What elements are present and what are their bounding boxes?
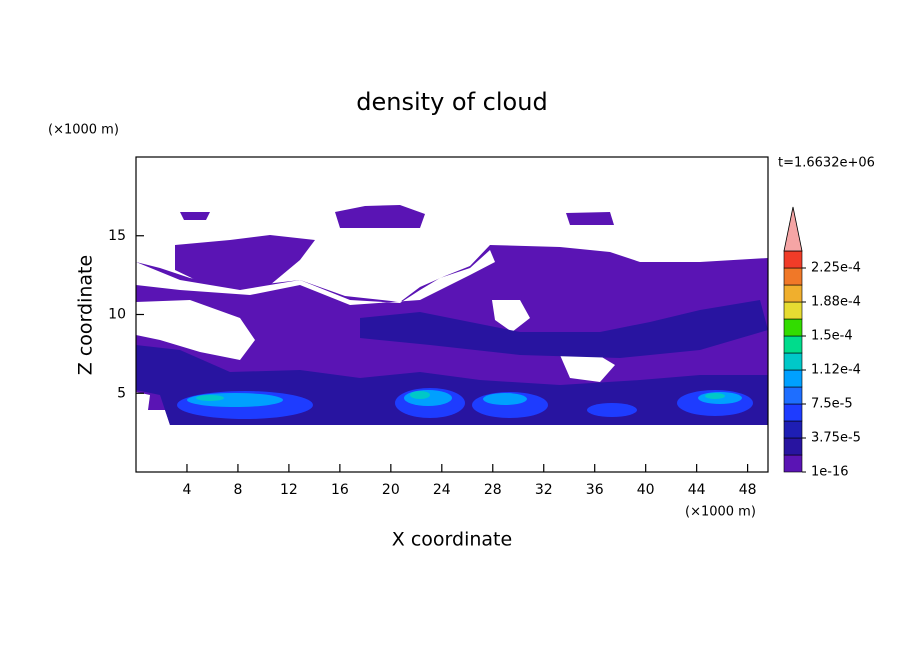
contour-region: [175, 235, 315, 290]
contour-hole: [136, 392, 150, 410]
x-tick-label: 16: [331, 482, 349, 498]
chart-title: density of cloud: [356, 88, 547, 116]
contour-field: [136, 205, 768, 425]
colorbar-segment: [783, 403, 803, 422]
x-tick-label: 44: [688, 482, 706, 498]
colorbar-label: 1.12e-4: [811, 363, 861, 378]
colorbar-label: 2.25e-4: [811, 261, 861, 276]
y-tick-label: 5: [117, 385, 126, 401]
contour-region: [587, 403, 637, 417]
colorbar-segment: [783, 369, 803, 388]
colorbar-segment: [783, 437, 803, 456]
time-label: t=1.6632e+06: [778, 156, 875, 171]
contour-hole: [492, 300, 530, 332]
x-tick-label: 4: [183, 482, 192, 498]
colorbar-label: 1.5e-4: [811, 329, 853, 344]
y-unit: (×1000 m): [48, 123, 119, 138]
colorbar-segment: [783, 386, 803, 405]
contour-hole: [560, 350, 615, 382]
colorbar-segment: [783, 267, 803, 286]
contour-region: [483, 393, 527, 405]
x-tick-label: 36: [586, 482, 604, 498]
colorbar-label: 1e-16: [811, 465, 849, 480]
x-tick-label: 12: [280, 482, 298, 498]
x-tick-label: 24: [433, 482, 451, 498]
contour-hole: [136, 300, 255, 360]
colorbar-segment: [783, 250, 803, 269]
colorbar-segment: [783, 454, 803, 473]
contour-region: [410, 391, 430, 399]
contour-region: [196, 395, 224, 401]
y-tick-label: 10: [108, 307, 126, 323]
colorbar-segment: [783, 301, 803, 320]
colorbar-segment: [783, 335, 803, 354]
x-tick-label: 32: [535, 482, 553, 498]
y-tick-label: 15: [108, 228, 126, 244]
contour-region: [566, 212, 614, 225]
x-tick-label: 8: [233, 482, 242, 498]
x-axis-label: X coordinate: [392, 529, 512, 551]
y-axis-label: Z coordinate: [75, 255, 97, 375]
contour-region: [360, 300, 768, 358]
x-tick-label: 20: [382, 482, 400, 498]
contour-hole: [136, 250, 495, 305]
colorbar-extend: [783, 206, 803, 252]
colorbar-segment: [783, 318, 803, 337]
colorbar-segment: [783, 420, 803, 439]
colorbar-label: 3.75e-5: [811, 431, 861, 446]
colorbar-segment: [783, 284, 803, 303]
contour-region: [404, 390, 452, 406]
colorbar-segment: [783, 352, 803, 371]
colorbar-label: 7.5e-5: [811, 397, 853, 412]
x-tick-label: 40: [637, 482, 655, 498]
contour-region: [705, 393, 725, 399]
x-unit: (×1000 m): [685, 505, 756, 520]
x-tick-label: 48: [739, 482, 757, 498]
colorbar-label: 1.88e-4: [811, 295, 861, 310]
contour-region: [335, 205, 425, 228]
x-tick-label: 28: [484, 482, 502, 498]
contour-region: [180, 212, 210, 220]
